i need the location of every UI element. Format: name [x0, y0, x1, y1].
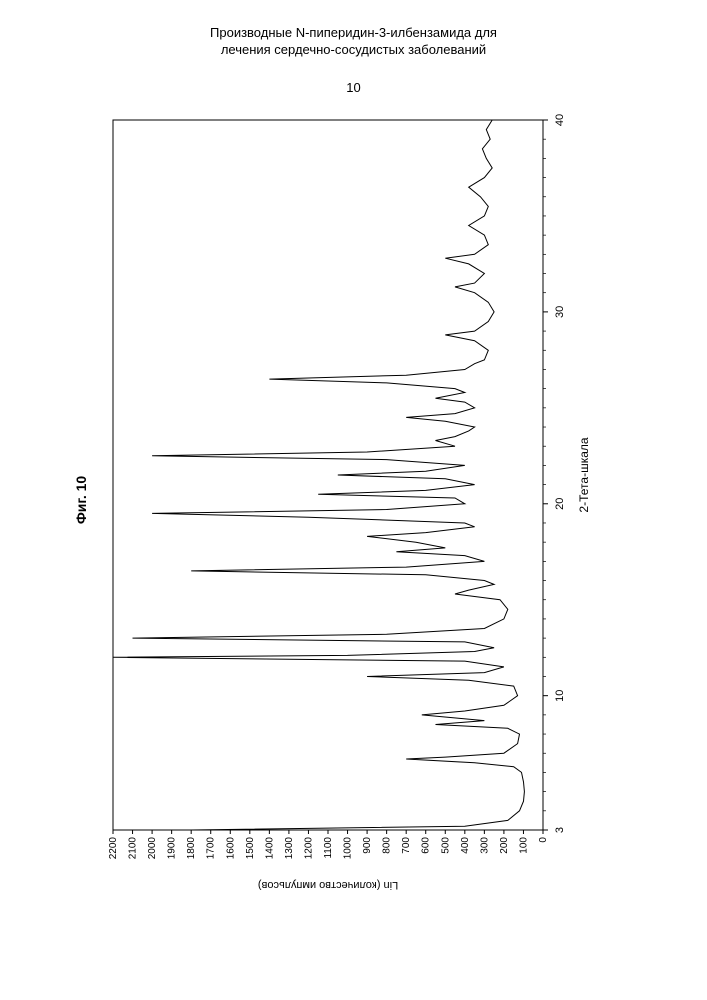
figure-label: Фиг. 10: [73, 476, 89, 524]
svg-text:900: 900: [362, 837, 373, 854]
svg-text:Lin (количество импульсов): Lin (количество импульсов): [258, 879, 398, 891]
figure-container: Фиг. 10 01002003004005006007008009001000…: [93, 100, 613, 900]
svg-text:3: 3: [554, 827, 566, 833]
svg-text:1100: 1100: [323, 837, 334, 859]
page-container: Производные N-пиперидин-3-илбензамида дл…: [0, 0, 707, 1000]
svg-text:20: 20: [554, 498, 566, 510]
svg-text:1800: 1800: [186, 837, 197, 860]
page-number: 10: [0, 80, 707, 95]
svg-text:800: 800: [382, 837, 393, 854]
svg-text:2200: 2200: [108, 837, 119, 860]
svg-text:1900: 1900: [167, 837, 178, 860]
svg-text:1200: 1200: [303, 837, 314, 860]
svg-text:10: 10: [554, 690, 566, 702]
svg-text:600: 600: [421, 837, 432, 854]
svg-text:2100: 2100: [128, 837, 139, 860]
svg-text:1400: 1400: [264, 837, 275, 860]
svg-text:400: 400: [460, 837, 471, 854]
xrd-chart: 0 100 200 300 400 500 600 700 800 900 1000 1100 1200…: [93, 100, 613, 900]
svg-text:300: 300: [479, 837, 490, 854]
svg-text:0: 0: [538, 837, 549, 843]
svg-text:100: 100: [518, 837, 529, 854]
svg-text:500: 500: [440, 837, 451, 854]
header-line-2: лечения сердечно-сосудистых заболеваний: [0, 42, 707, 59]
svg-text:1000: 1000: [343, 837, 354, 860]
svg-text:1500: 1500: [245, 837, 256, 860]
header-line-1: Производные N-пиперидин-3-илбензамида дл…: [0, 25, 707, 42]
document-header: Производные N-пиперидин-3-илбензамида дл…: [0, 25, 707, 59]
svg-text:700: 700: [401, 837, 412, 854]
svg-text:200: 200: [499, 837, 510, 854]
svg-text:40: 40: [554, 114, 566, 126]
svg-text:30: 30: [554, 306, 566, 318]
svg-text:1700: 1700: [206, 837, 217, 860]
svg-text:2-Тета-шкала: 2-Тета-шкала: [577, 437, 591, 512]
svg-text:1600: 1600: [225, 837, 236, 860]
svg-text:1300: 1300: [284, 837, 295, 860]
svg-text:2000: 2000: [147, 837, 158, 860]
